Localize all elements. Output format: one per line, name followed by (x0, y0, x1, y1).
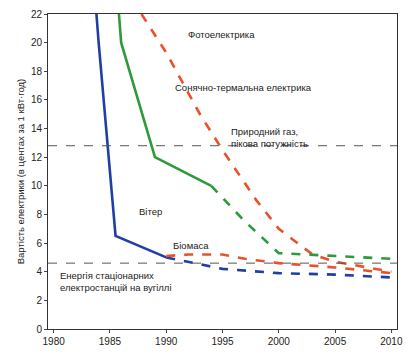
svg-text:4: 4 (36, 266, 42, 277)
svg-text:2005: 2005 (324, 336, 347, 347)
svg-text:1980: 1980 (43, 336, 66, 347)
svg-text:10: 10 (31, 180, 43, 191)
svg-text:14: 14 (31, 123, 43, 134)
svg-text:Фотоелектрика: Фотоелектрика (188, 29, 255, 40)
svg-text:Енергія стаціонарнихелектроста: Енергія стаціонарнихелектростанцій на ву… (60, 270, 172, 293)
svg-text:12: 12 (31, 152, 43, 163)
svg-text:8: 8 (36, 209, 42, 220)
svg-text:20: 20 (31, 37, 43, 48)
svg-text:2000: 2000 (268, 336, 291, 347)
svg-text:16: 16 (31, 94, 43, 105)
svg-text:Вартість електрики (в центах з: Вартість електрики (в центах за 1 кВт·го… (15, 79, 26, 265)
svg-text:Природний газ,пікова потужніст: Природний газ,пікова потужність (231, 126, 308, 149)
svg-text:6: 6 (36, 238, 42, 249)
svg-text:2010: 2010 (380, 336, 403, 347)
svg-text:1985: 1985 (99, 336, 122, 347)
svg-text:18: 18 (31, 66, 43, 77)
svg-text:0: 0 (36, 324, 42, 335)
svg-text:1995: 1995 (211, 336, 234, 347)
svg-text:22: 22 (31, 9, 43, 20)
svg-text:Біомаса: Біомаса (173, 240, 209, 251)
svg-text:2: 2 (36, 295, 42, 306)
svg-text:1990: 1990 (155, 336, 178, 347)
svg-text:Сонячно-термальна електрика: Сонячно-термальна електрика (175, 82, 312, 93)
svg-text:Вітер: Вітер (139, 206, 162, 217)
